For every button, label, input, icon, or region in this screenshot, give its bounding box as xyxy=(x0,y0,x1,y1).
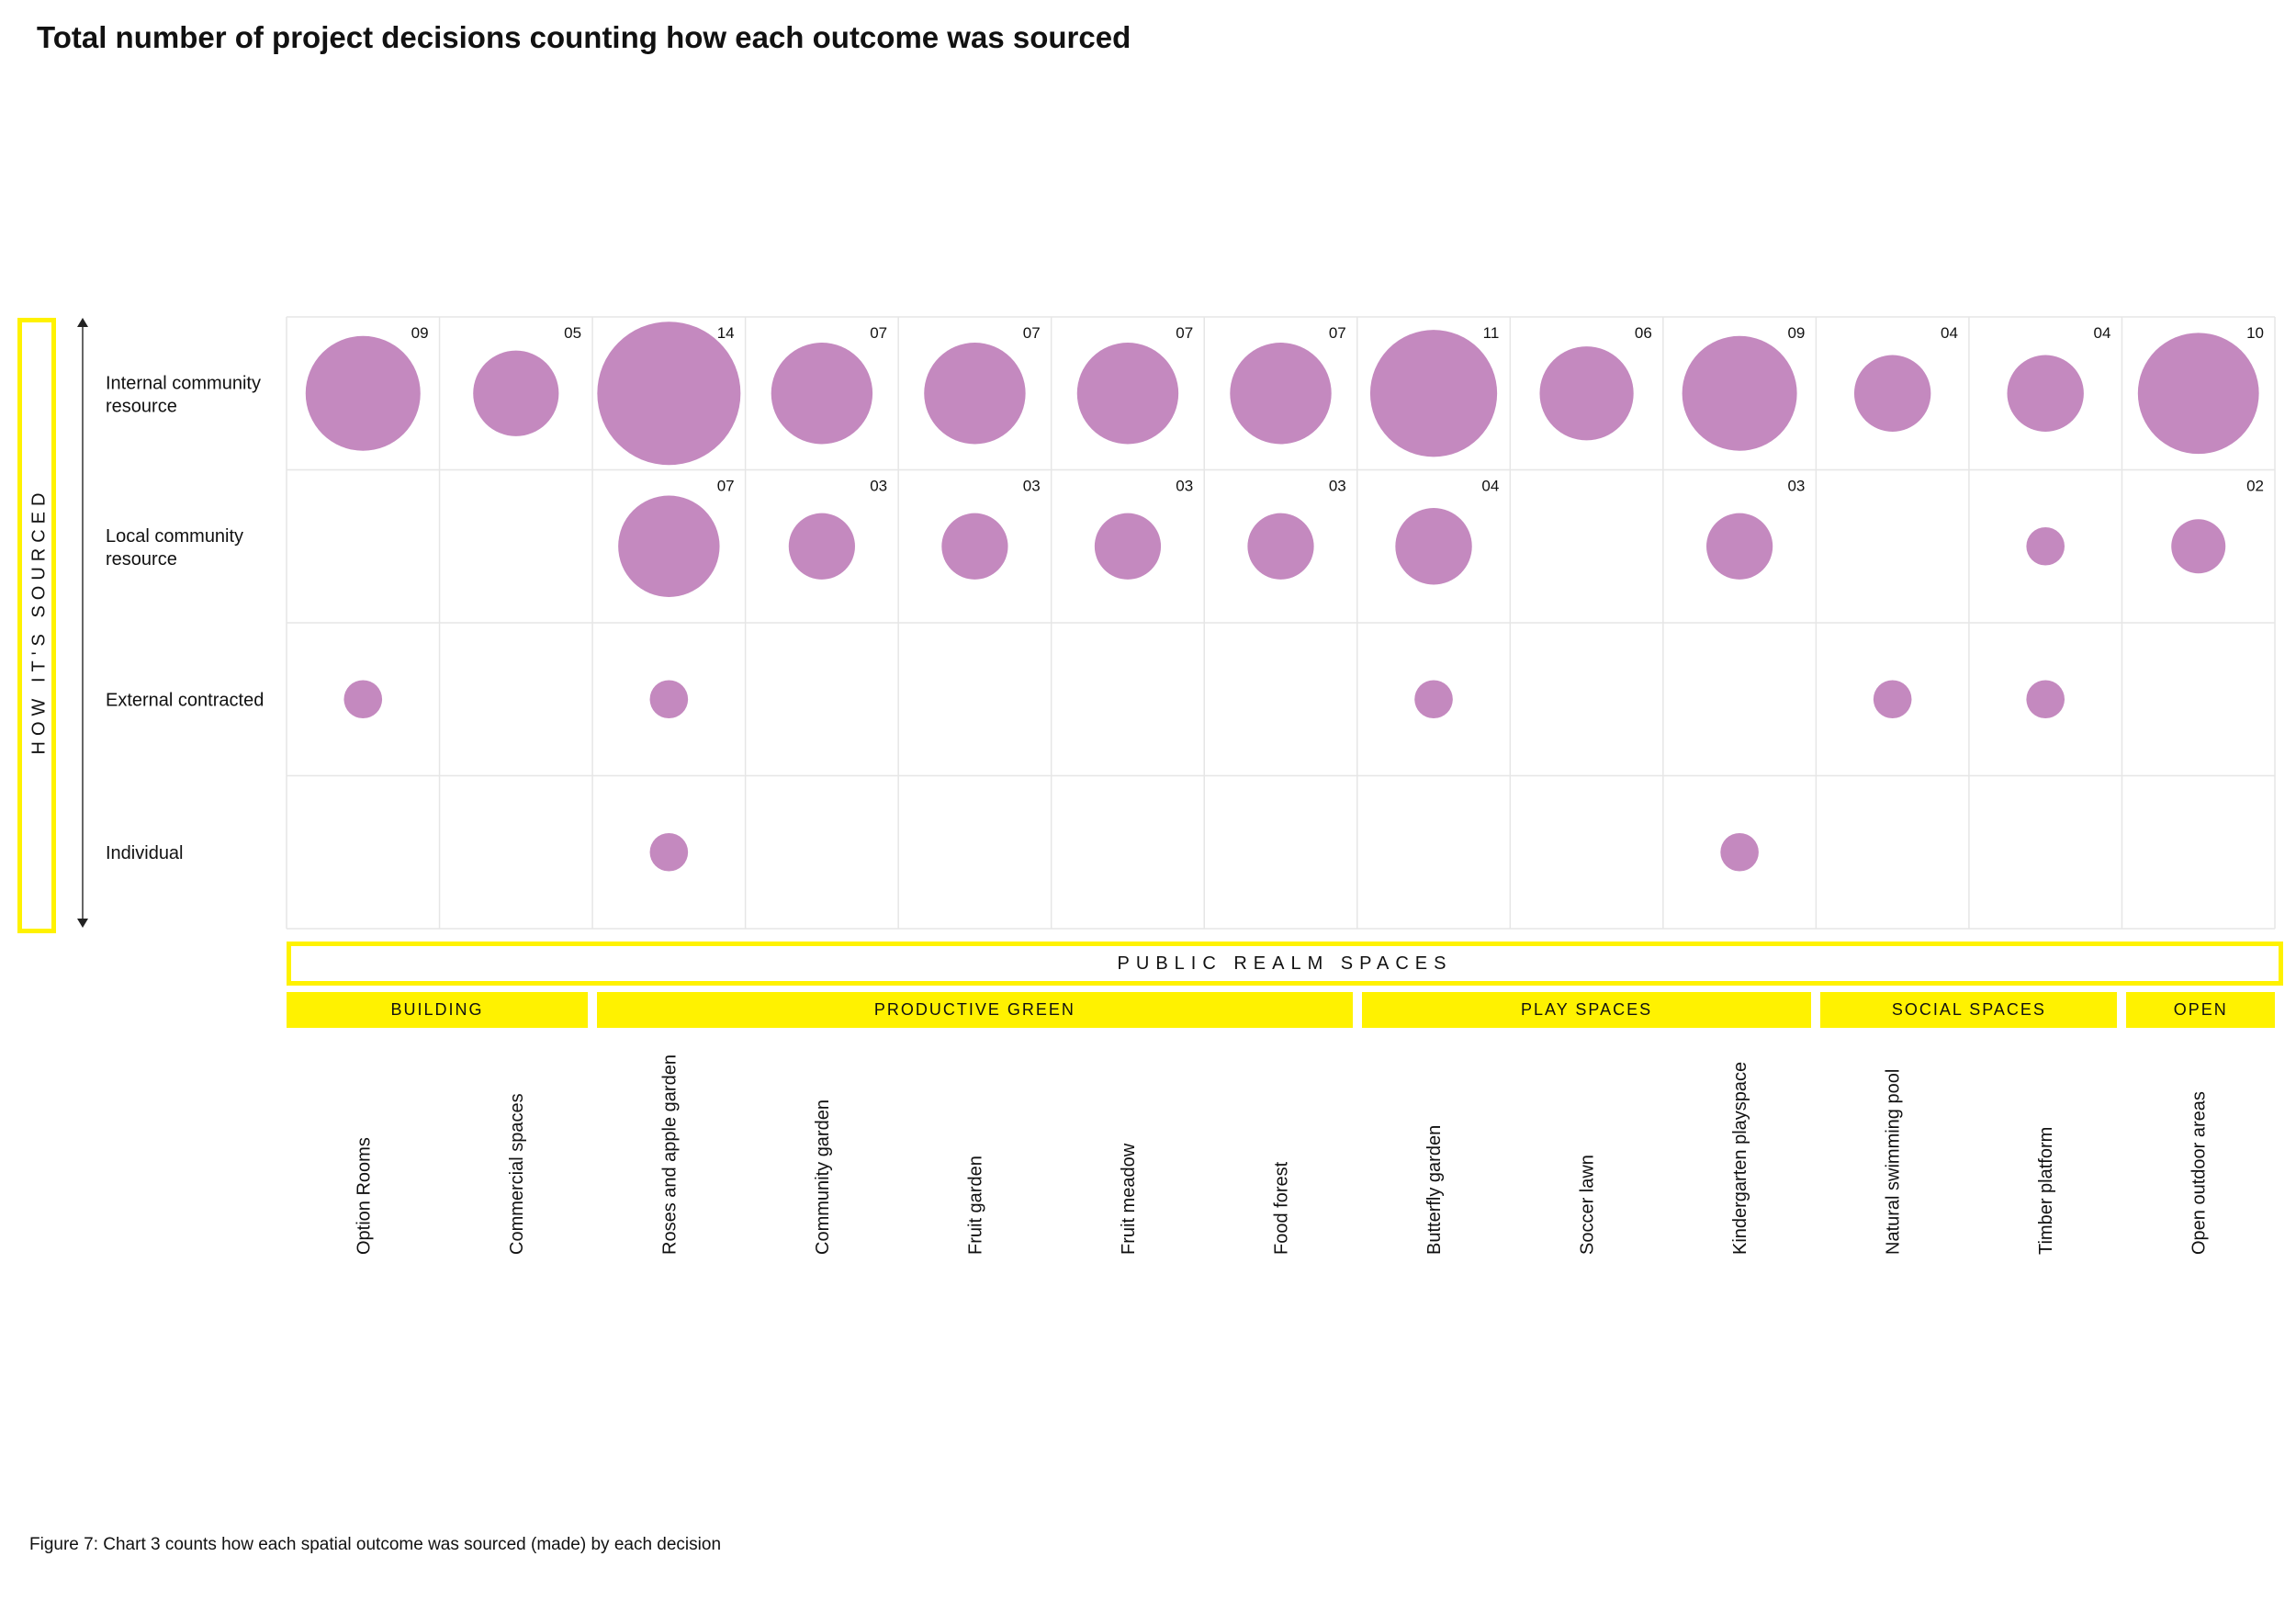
category-label: Fruit garden xyxy=(965,1156,985,1255)
bubble xyxy=(649,680,689,719)
category-label: Butterfly garden xyxy=(1424,1125,1445,1255)
group-bar: OPEN xyxy=(2126,992,2275,1028)
category-label: Food forest xyxy=(1272,1161,1292,1255)
group-bar: BUILDING xyxy=(287,992,589,1028)
value-label: 09 xyxy=(411,324,429,342)
category-label: Soccer lawn xyxy=(1578,1155,1598,1255)
row-label: Internal community resource xyxy=(106,373,261,416)
value-label: 03 xyxy=(1023,478,1041,495)
group-bar: PLAY SPACES xyxy=(1361,992,1812,1028)
bubble xyxy=(2026,680,2065,719)
bubble xyxy=(2171,519,2226,574)
bubbles xyxy=(305,321,2259,872)
value-label: 04 xyxy=(1941,324,1958,342)
public-realm-banner: PUBLIC REALM SPACES xyxy=(287,942,2283,986)
category-label: Community garden xyxy=(813,1100,833,1255)
value-label: 09 xyxy=(1787,324,1805,342)
group-bar: PRODUCTIVE GREEN xyxy=(597,992,1353,1028)
bubble xyxy=(343,680,383,719)
value-label: 03 xyxy=(1176,478,1193,495)
bubble xyxy=(1395,508,1472,585)
bubble xyxy=(1539,346,1634,441)
bubble xyxy=(2026,526,2065,566)
bubble xyxy=(473,350,559,436)
sourced-axis-box xyxy=(17,318,56,933)
public-realm-label: PUBLIC REALM SPACES xyxy=(1117,953,1453,974)
sourced-axis-arrow xyxy=(77,318,88,928)
bubble xyxy=(788,513,855,580)
row-label: Local community resource xyxy=(106,526,243,570)
value-label: 02 xyxy=(2246,478,2264,495)
value-label: 10 xyxy=(2246,324,2264,342)
value-label: 07 xyxy=(1023,324,1041,342)
value-label: 03 xyxy=(1787,478,1805,495)
bubble xyxy=(2007,355,2084,432)
value-label: 04 xyxy=(1481,478,1499,495)
value-label: 03 xyxy=(1329,478,1346,495)
chart-title: Total number of project decisions counti… xyxy=(37,20,1131,54)
category-labels: Option Rooms Commercial spaces Roses and a… xyxy=(354,1054,2209,1255)
bubble xyxy=(1720,832,1759,872)
value-label: 11 xyxy=(1483,324,1500,342)
bubble xyxy=(1682,335,1797,451)
value-label: 03 xyxy=(870,478,887,495)
category-label: Roses and apple garden xyxy=(659,1054,680,1255)
category-label: Natural swimming pool xyxy=(1884,1069,1904,1255)
category-label: Kindergarten playspace xyxy=(1730,1062,1750,1255)
value-label: 06 xyxy=(1635,324,1652,342)
row-label: External contracted xyxy=(106,690,264,710)
bubble xyxy=(618,495,720,597)
value-label: 14 xyxy=(717,324,735,342)
bubble xyxy=(1247,513,1314,580)
bubble xyxy=(1706,513,1773,580)
bubble xyxy=(1873,680,1912,719)
bubble xyxy=(1853,355,1931,432)
value-label: 04 xyxy=(2094,324,2111,342)
bubble xyxy=(2137,333,2259,455)
value-label: 07 xyxy=(1329,324,1346,342)
bubble xyxy=(924,343,1026,445)
value-labels: 09 05 14 07 07 07 07 11 06 09 04 04 10 07 03 03 03 03 04 03… xyxy=(411,324,2264,495)
category-label: Open outdoor areas xyxy=(2189,1091,2210,1255)
bubble xyxy=(1230,343,1332,445)
value-label: 05 xyxy=(564,324,581,342)
bubble xyxy=(1414,680,1453,719)
category-label: Option Rooms xyxy=(354,1137,374,1255)
bubble xyxy=(771,343,873,445)
figure-caption: Figure 7: Chart 3 counts how each spatia… xyxy=(29,1535,722,1554)
category-label: Timber platform xyxy=(2036,1127,2056,1255)
bubble xyxy=(1369,330,1498,457)
bubble xyxy=(597,321,741,466)
bubble xyxy=(941,513,1008,580)
bubble xyxy=(1076,343,1179,445)
chart-grid xyxy=(286,316,2276,930)
bubble xyxy=(305,335,421,451)
row-label: Individual xyxy=(106,843,184,863)
bubble xyxy=(649,832,689,872)
row-labels: Internal community resource Local communit… xyxy=(106,373,264,863)
category-label: Fruit meadow xyxy=(1119,1143,1139,1255)
value-label: 07 xyxy=(1176,324,1193,342)
category-label: Commercial spaces xyxy=(507,1093,527,1255)
group-bar: SOCIAL SPACES xyxy=(1820,992,2118,1028)
bubble xyxy=(1094,513,1162,580)
value-label: 07 xyxy=(717,478,735,495)
value-label: 07 xyxy=(870,324,887,342)
